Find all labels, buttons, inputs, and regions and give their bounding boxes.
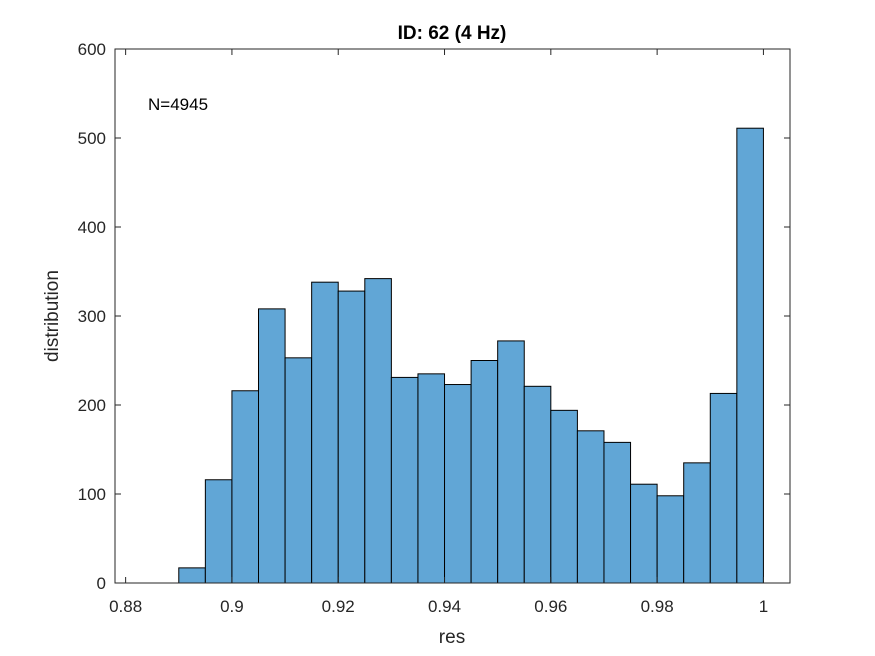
histogram-bar [630,483,658,584]
histogram-bar [258,308,286,584]
histogram-bar [523,385,552,584]
histogram-bar [311,281,339,584]
y-tick-label: 100 [78,485,106,504]
histogram-bar [497,340,525,584]
x-axis-label: res [439,627,465,648]
histogram-bar [231,390,260,584]
y-tick-label: 400 [78,218,106,237]
histogram-bar [204,479,233,584]
y-tick-label: 600 [78,40,106,59]
histogram-bar [364,278,392,584]
x-tick-label: 0.98 [641,597,674,616]
y-tick-label: 500 [78,129,106,148]
x-tick-label: 0.9 [220,597,244,616]
x-tick-label: 0.94 [428,597,461,616]
chart-title: ID: 62 (4 Hz) [398,23,507,44]
histogram-bar [470,360,499,584]
histogram-bar [390,376,419,584]
histogram-bar [736,127,764,584]
x-tick-label: 1 [759,597,768,616]
bars-group [178,127,764,584]
histogram-bar [550,409,578,584]
y-tick-label: 200 [78,396,106,415]
y-tick-label: 300 [78,307,106,326]
x-tick-label: 0.92 [322,597,355,616]
histogram-bar [337,290,366,584]
histogram-bar [284,357,313,584]
histogram-bar [417,373,446,584]
histogram-bar [656,495,685,584]
histogram-bar [683,462,711,584]
histogram-bar [709,392,738,584]
y-tick-label: 0 [97,574,106,593]
histogram-bar [603,441,632,584]
histogram-bar [178,567,206,584]
x-tick-label: 0.88 [109,597,142,616]
histogram-bar [444,384,472,584]
x-tick-label: 0.96 [534,597,567,616]
histogram-bar [576,430,605,584]
sample-count-annotation: N=4945 [148,95,208,114]
y-axis-label: distribution [42,270,63,362]
axes-group: 0.88 0.9 0.92 0.94 0.96 0.98 1 0 100 200 300 400 500… [78,40,791,616]
